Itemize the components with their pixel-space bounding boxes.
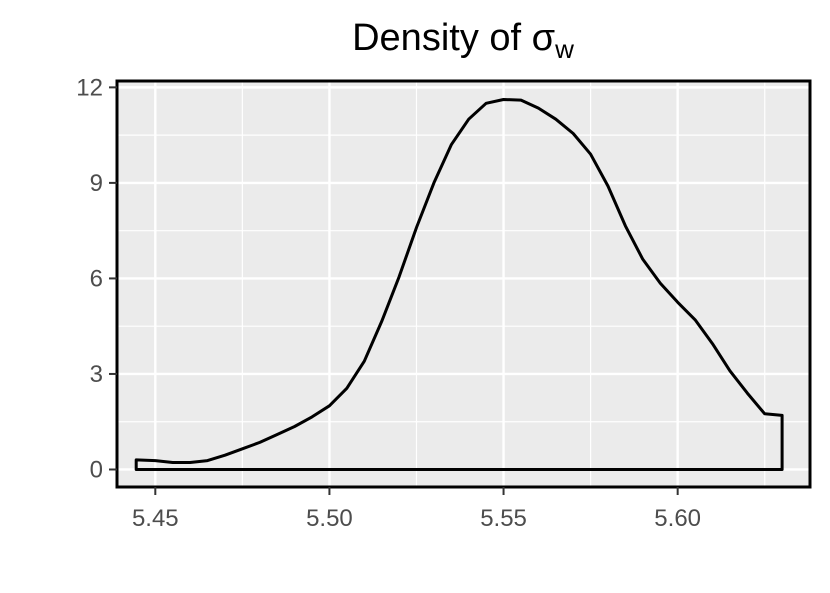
y-tick-label: 6	[90, 265, 103, 292]
chart-title: Density of σw	[352, 17, 574, 64]
chart-title-main: Density of σ	[352, 17, 555, 59]
x-tick-label: 5.55	[480, 505, 527, 532]
chart-title-subscript: w	[554, 34, 574, 64]
y-tick-label: 9	[90, 170, 103, 197]
y-tick-label: 3	[90, 361, 103, 388]
density-curve	[134, 98, 784, 471]
x-tick-label: 5.50	[306, 505, 353, 532]
y-tick-label: 0	[90, 456, 103, 483]
axis-ticks: 5.45 5.50 5.55 5.60 0 3 6 9 12	[76, 74, 701, 532]
y-tick-label: 12	[76, 74, 103, 101]
plot-panel	[117, 81, 810, 487]
x-tick-label: 5.45	[132, 505, 179, 532]
plot-border	[115, 79, 812, 489]
x-tick-label: 5.60	[654, 505, 701, 532]
